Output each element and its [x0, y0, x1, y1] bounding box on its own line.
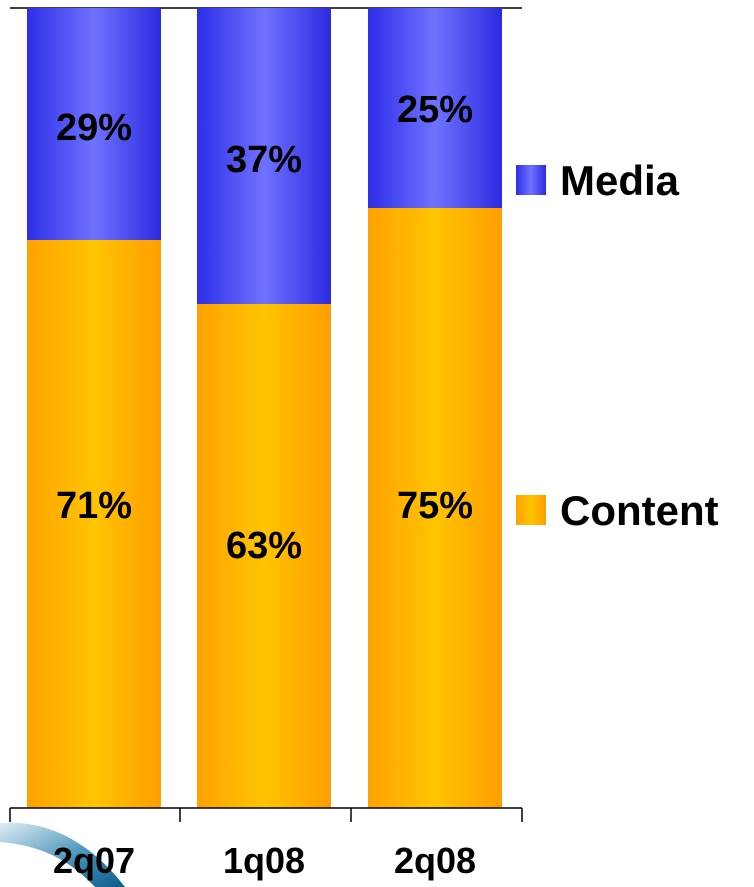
x-tick-label-2q07: 2q07 — [53, 840, 135, 881]
x-tick-label-2q08: 2q08 — [394, 840, 476, 881]
bar-content-2q07 — [27, 240, 161, 808]
bar-media-1q08 — [197, 8, 331, 304]
x-axis — [9, 807, 523, 822]
legend-swatch-content — [516, 495, 546, 525]
data-label-content-2q07: 71% — [56, 485, 132, 527]
data-label-content-2q08: 75% — [397, 485, 473, 527]
legend-label-media: Media — [560, 157, 680, 204]
data-label-content-1q08: 63% — [226, 525, 302, 567]
bar-media-2q08 — [368, 8, 502, 208]
decorative-swoosh — [0, 822, 125, 887]
data-label-media-1q08: 37% — [226, 139, 302, 181]
bar-content-2q08 — [368, 208, 502, 808]
x-tick-label-1q08: 1q08 — [223, 840, 305, 881]
bars-layer — [27, 8, 502, 808]
data-label-media-2q08: 25% — [397, 89, 473, 131]
legend-label-content: Content — [560, 487, 719, 534]
legend: Media Content — [516, 157, 719, 534]
data-label-media-2q07: 29% — [56, 107, 132, 149]
legend-swatch-media — [516, 165, 546, 195]
bar-media-2q07 — [27, 8, 161, 240]
x-axis-tick-labels: 2q07 1q08 2q08 — [53, 840, 476, 881]
bar-content-1q08 — [197, 304, 331, 808]
segment-labels-layer: 71% 29% 63% 37% 75% 25% — [56, 89, 473, 567]
